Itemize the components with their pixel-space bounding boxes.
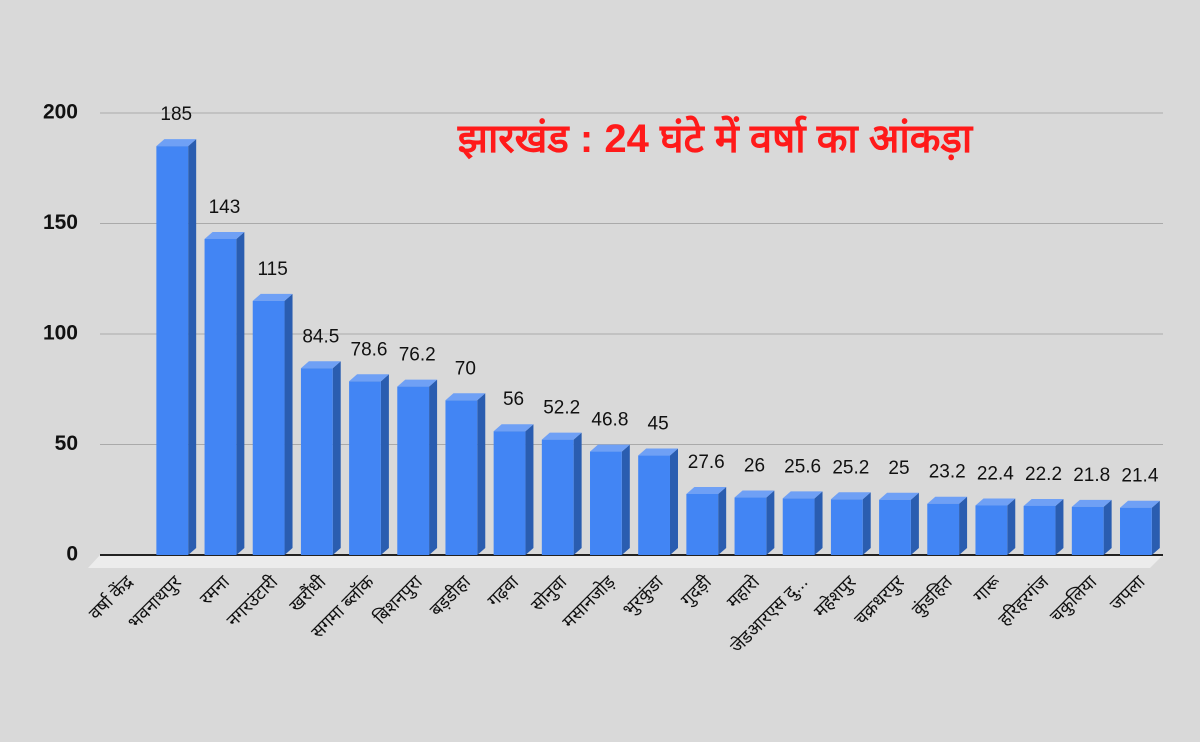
bar-top xyxy=(1023,498,1064,506)
chart-title: झारखंड : 24 घंटे में वर्षा का आंकड़ा xyxy=(457,115,974,161)
y-tick-label: 200 xyxy=(43,101,78,124)
bar-side xyxy=(814,491,823,555)
bar-top xyxy=(590,444,630,452)
value-label: 46.8 xyxy=(591,410,628,431)
bar-top xyxy=(1120,500,1160,508)
bar-top xyxy=(975,498,1016,506)
bar-top xyxy=(830,492,871,500)
bar-side xyxy=(332,361,341,555)
value-label: 27.6 xyxy=(688,452,725,473)
bar-side xyxy=(188,139,197,555)
floor xyxy=(88,555,1163,568)
value-label: 143 xyxy=(209,197,241,218)
value-label: 21.8 xyxy=(1073,465,1110,486)
bar-top xyxy=(734,490,775,498)
bar xyxy=(879,499,911,555)
bar-side xyxy=(525,424,534,555)
value-label: 25.2 xyxy=(832,457,869,478)
bar-side xyxy=(236,231,245,555)
value-label: 84.5 xyxy=(302,326,339,347)
bar-top xyxy=(541,432,582,440)
bar-side xyxy=(621,444,630,555)
bar xyxy=(830,499,863,555)
bar-top xyxy=(156,139,197,147)
bar-top xyxy=(686,487,727,495)
bar-side xyxy=(1007,498,1016,555)
bar-top xyxy=(1071,499,1112,507)
bar xyxy=(204,238,237,555)
bar-side xyxy=(1103,499,1112,555)
bar-side xyxy=(477,393,486,555)
bar xyxy=(975,505,1008,555)
bar xyxy=(541,439,574,555)
value-label: 23.2 xyxy=(929,462,966,483)
bar-top xyxy=(349,374,389,382)
bar-top xyxy=(397,379,438,387)
bar xyxy=(252,300,285,555)
bar xyxy=(1023,505,1056,555)
bar-side xyxy=(862,492,871,555)
bar-top xyxy=(927,496,968,504)
value-label: 52.2 xyxy=(543,398,580,419)
value-label: 22.2 xyxy=(1025,464,1062,485)
bar xyxy=(349,381,381,555)
value-label: 21.4 xyxy=(1121,466,1158,487)
bar-side xyxy=(1055,498,1064,555)
value-label: 22.4 xyxy=(977,463,1014,484)
bar-top xyxy=(782,491,823,499)
value-label: 25 xyxy=(888,458,909,479)
value-label: 45 xyxy=(648,414,669,435)
bar-side xyxy=(766,490,775,555)
value-label: 56 xyxy=(503,389,524,410)
y-tick-label: 50 xyxy=(55,432,78,455)
bar xyxy=(927,503,960,555)
bar-top xyxy=(879,492,919,500)
bar xyxy=(445,400,478,555)
value-label: 25.6 xyxy=(784,456,821,477)
bar-top xyxy=(300,361,341,369)
bar-side xyxy=(718,487,727,555)
bar-side xyxy=(429,379,438,555)
bar xyxy=(638,455,670,555)
bar xyxy=(300,368,333,555)
value-label: 78.6 xyxy=(351,339,388,360)
bar-top xyxy=(252,293,293,301)
bar-top xyxy=(493,424,534,432)
bar-top xyxy=(638,448,678,456)
bar-side xyxy=(380,374,389,555)
bar xyxy=(686,494,719,555)
bar xyxy=(590,451,622,555)
bar-side xyxy=(573,432,582,555)
value-label: 76.2 xyxy=(399,345,436,366)
value-label: 70 xyxy=(455,358,476,379)
value-label: 26 xyxy=(744,456,765,477)
y-tick-label: 100 xyxy=(43,322,78,345)
bar-side xyxy=(959,496,968,555)
bar-side xyxy=(1151,500,1160,555)
bar xyxy=(1120,507,1152,555)
bar xyxy=(493,431,526,555)
bar-side xyxy=(284,293,293,555)
bar xyxy=(1071,506,1104,555)
y-tick-label: 150 xyxy=(43,211,78,234)
y-tick-label: 0 xyxy=(66,543,78,566)
bar xyxy=(397,386,430,555)
value-label: 115 xyxy=(257,259,287,280)
bar xyxy=(156,146,189,555)
bar-top xyxy=(204,231,245,239)
bar xyxy=(734,497,767,555)
bar-top xyxy=(445,393,486,401)
bar-side xyxy=(910,492,919,555)
bar xyxy=(782,498,815,555)
value-label: 185 xyxy=(160,104,192,125)
bar-side xyxy=(669,448,678,555)
